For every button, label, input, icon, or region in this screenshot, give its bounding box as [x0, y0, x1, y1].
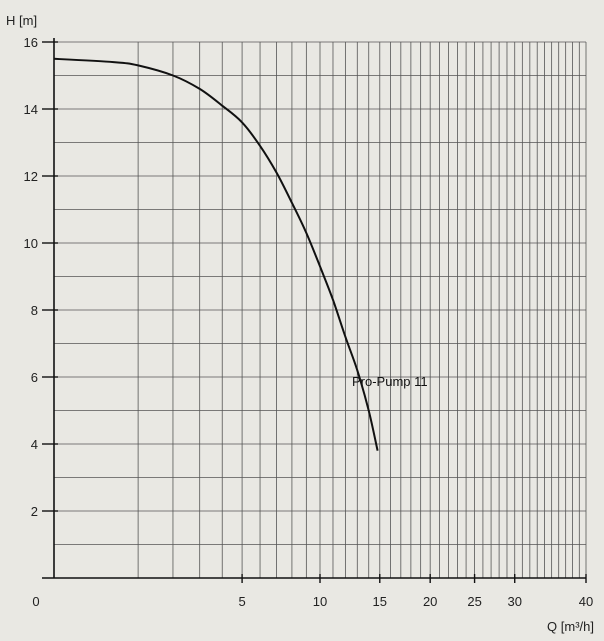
y-tick-label: 10	[24, 236, 38, 251]
x-tick-label: 25	[467, 594, 481, 609]
x-tick-labels: 0 5 10 15 20 25 30 40	[32, 594, 593, 609]
x-tick-label: 15	[373, 594, 387, 609]
y-axis-title: H [m]	[6, 13, 37, 28]
y-tick-label: 6	[31, 370, 38, 385]
y-tick-label: 16	[24, 35, 38, 50]
y-gridlines	[54, 41, 586, 545]
y-tick-label: 8	[31, 303, 38, 318]
x-tick-label: 10	[313, 594, 327, 609]
x-tick-label: 5	[238, 594, 245, 609]
y-tick-labels: 2 4 6 8 10 12 14 16	[24, 35, 38, 519]
axes	[42, 38, 586, 579]
x-tick-label: 0	[32, 594, 39, 609]
y-tick-label: 4	[31, 437, 38, 452]
y-tick-label: 14	[24, 102, 38, 117]
ticks	[42, 41, 587, 583]
series-line-pro-pump-11	[53, 57, 379, 451]
x-axis-title: Q [m³/h]	[547, 619, 594, 634]
series-label-pro-pump-11: Pro-Pump 11	[352, 374, 428, 389]
x-tick-label: 40	[579, 594, 593, 609]
x-tick-label: 20	[423, 594, 437, 609]
y-tick-label: 2	[31, 504, 38, 519]
x-tick-label: 30	[507, 594, 521, 609]
y-tick-label: 12	[24, 169, 38, 184]
